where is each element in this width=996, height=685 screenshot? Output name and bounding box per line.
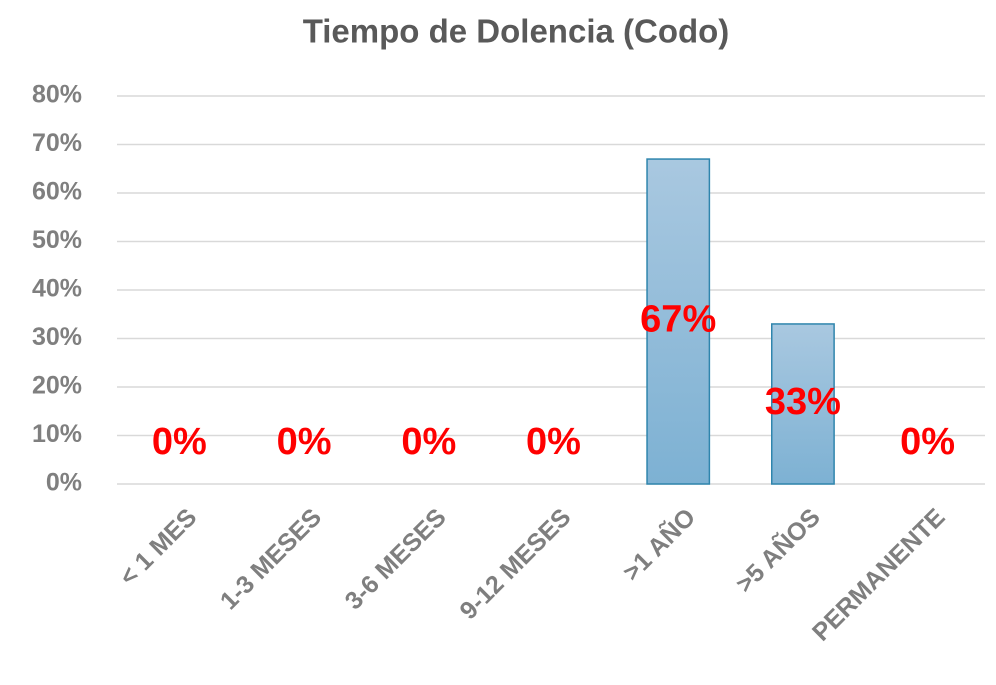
x-tick-label: >1 AÑO xyxy=(616,502,701,587)
y-tick-label: 70% xyxy=(32,129,82,157)
x-tick-label: 1-3 MESES xyxy=(215,503,327,615)
bar xyxy=(646,158,711,485)
y-tick-label: 50% xyxy=(32,226,82,254)
bar xyxy=(771,323,835,485)
x-tick-label: >5 AÑOS xyxy=(729,502,826,599)
data-label: 33% xyxy=(765,381,841,423)
data-label: 0% xyxy=(526,421,581,463)
y-tick-label: 80% xyxy=(32,81,82,109)
data-label: 0% xyxy=(900,421,955,463)
data-label: 0% xyxy=(401,421,456,463)
y-tick-label: 0% xyxy=(46,469,82,497)
x-tick-label: 3-6 MESES xyxy=(340,503,452,615)
x-tick-label: 9-12 MESES xyxy=(454,503,576,625)
data-label: 67% xyxy=(640,299,716,341)
y-tick-label: 20% xyxy=(32,372,82,400)
y-tick-label: 60% xyxy=(32,178,82,206)
x-tick-label: PERMANENTE xyxy=(807,503,951,647)
y-tick-label: 40% xyxy=(32,275,82,303)
data-label: 0% xyxy=(277,421,332,463)
y-tick-label: 10% xyxy=(32,420,82,448)
chart-title: Tiempo de Dolencia (Codo) xyxy=(303,13,730,50)
data-label: 0% xyxy=(152,421,207,463)
y-tick-label: 30% xyxy=(32,323,82,351)
x-tick-label: < 1 MES xyxy=(114,503,202,591)
